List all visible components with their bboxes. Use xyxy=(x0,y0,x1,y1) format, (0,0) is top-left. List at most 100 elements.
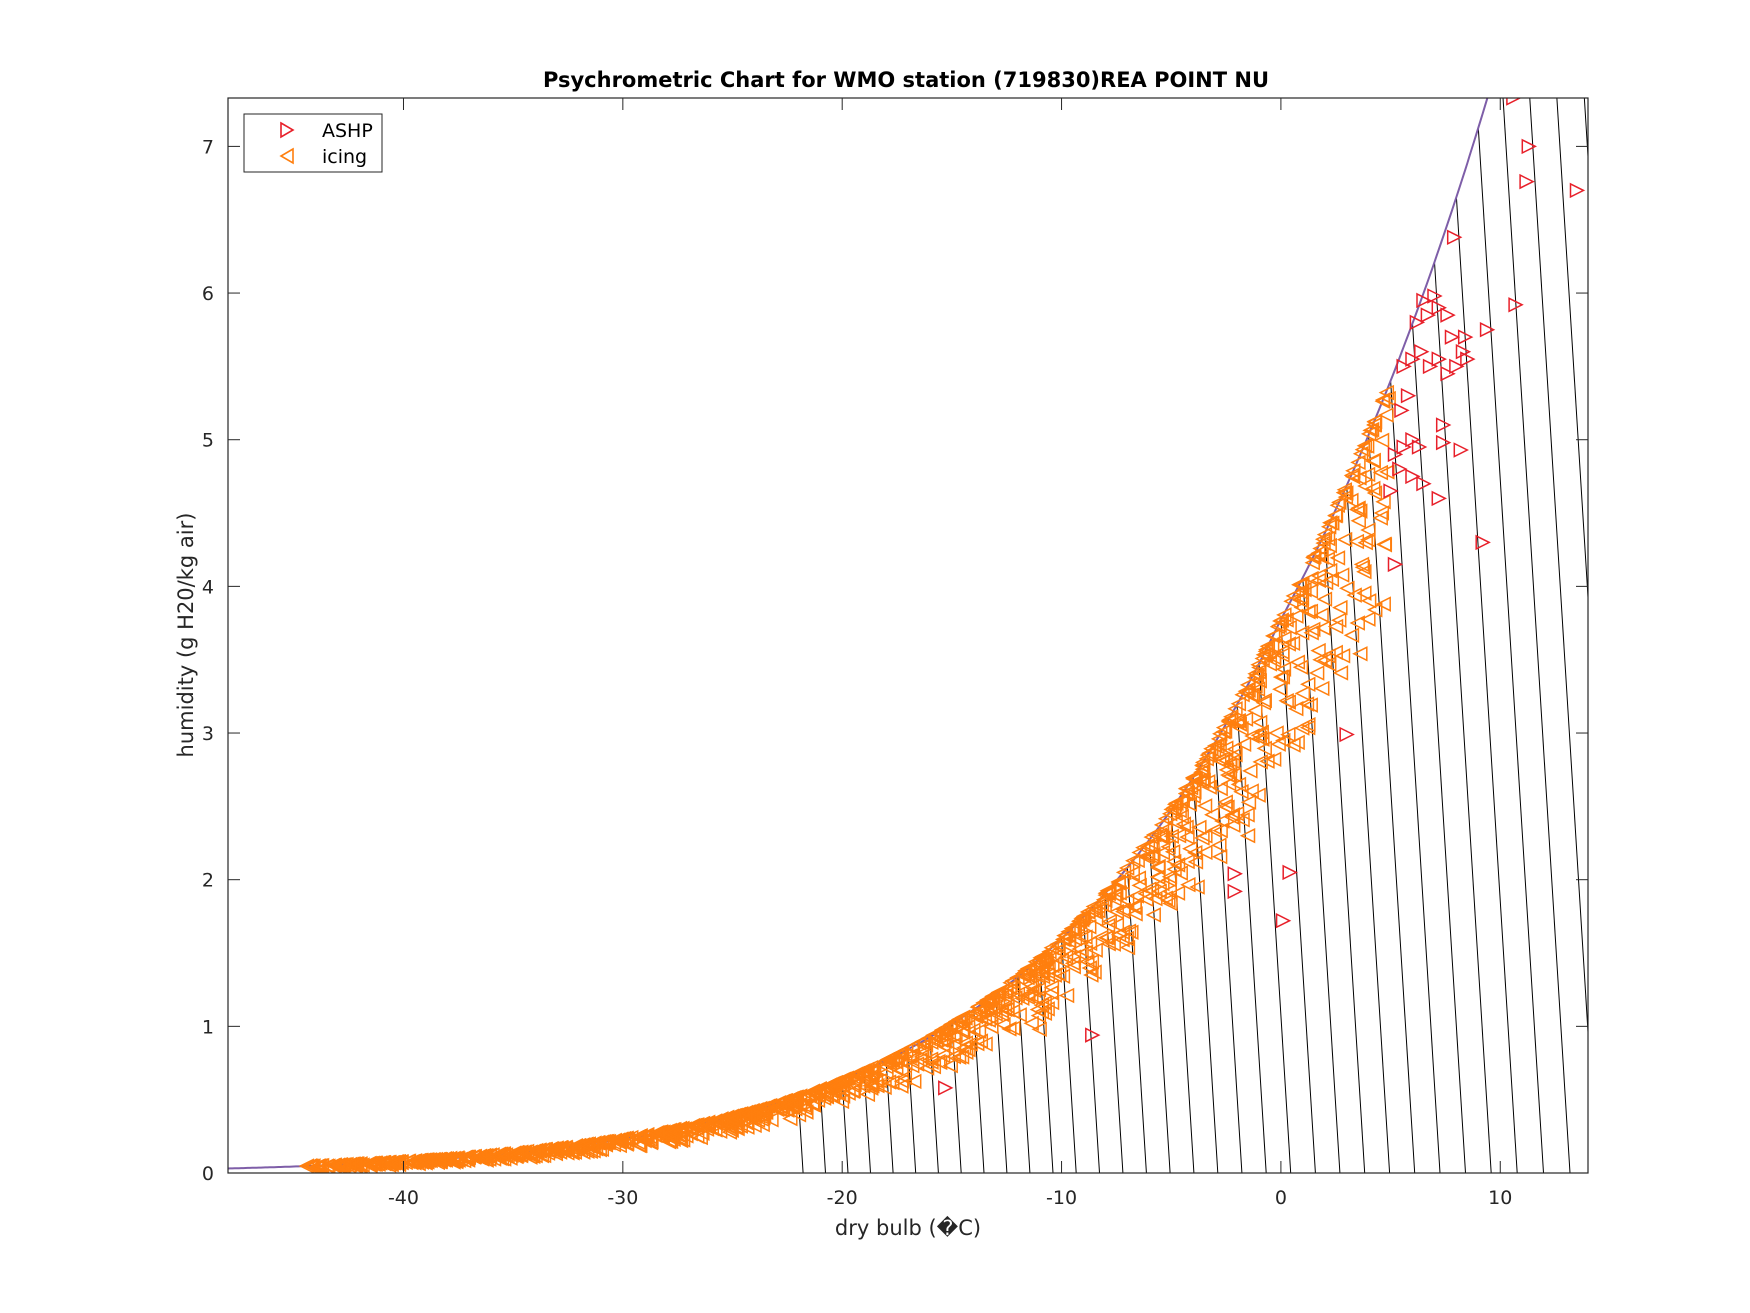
icing-point xyxy=(1350,454,1366,471)
icing-point xyxy=(1336,531,1353,548)
icing-point xyxy=(1126,898,1142,914)
icing-point xyxy=(1293,590,1310,606)
icing-point xyxy=(1284,635,1301,652)
y-tick-label: 7 xyxy=(202,136,214,158)
icing-point xyxy=(1305,621,1321,638)
icing-point xyxy=(1272,681,1288,697)
icing-point xyxy=(1366,485,1383,501)
ashp-point xyxy=(1431,351,1447,367)
icing-point xyxy=(1220,776,1237,792)
ashp-point xyxy=(1460,351,1476,367)
icing-point xyxy=(751,1101,767,1118)
icing-point xyxy=(1259,638,1276,655)
ashp-point xyxy=(1569,182,1586,199)
icing-point xyxy=(1187,771,1203,787)
icing-point xyxy=(805,1097,822,1113)
icing-point xyxy=(1081,935,1098,952)
icing-point xyxy=(1354,559,1371,575)
icing-point xyxy=(1168,795,1184,811)
icing-point xyxy=(1197,828,1213,844)
icing-point xyxy=(1179,853,1195,870)
icing-point xyxy=(1302,697,1318,713)
icing-point xyxy=(1157,890,1173,906)
icing-point xyxy=(1313,607,1329,623)
icing-point xyxy=(1206,822,1223,839)
icing-point xyxy=(1365,453,1381,470)
plot-frame xyxy=(227,97,1589,1174)
icing-point xyxy=(959,1019,976,1035)
icing-point xyxy=(1273,612,1289,628)
icing-point xyxy=(1315,620,1331,636)
icing-point xyxy=(822,1077,838,1093)
enthalpy-line xyxy=(1214,742,1243,1173)
icing-point xyxy=(901,1048,917,1064)
icing-point xyxy=(1030,981,1047,998)
icing-point xyxy=(1153,828,1169,845)
ashp-point xyxy=(1416,292,1432,309)
icing-point xyxy=(1191,819,1207,836)
ashp-point xyxy=(1440,307,1456,323)
icing-point xyxy=(1169,885,1186,901)
icing-point xyxy=(953,1049,970,1065)
enthalpy-line xyxy=(1390,380,1441,1173)
icing-point xyxy=(1288,608,1304,624)
icing-point xyxy=(1304,554,1320,571)
icing-point xyxy=(1053,952,1069,969)
ashp-point xyxy=(1339,726,1355,743)
x-tick-label: 0 xyxy=(1275,1187,1287,1209)
y-tick-label: 0 xyxy=(202,1163,214,1185)
icing-point xyxy=(1237,711,1254,727)
icing-point xyxy=(1031,1021,1047,1038)
icing-point xyxy=(703,1120,720,1137)
icing-point xyxy=(1106,887,1123,903)
icing-point xyxy=(411,1152,427,1169)
icing-point xyxy=(957,1035,974,1051)
icing-point xyxy=(1310,642,1326,659)
enthalpy-line xyxy=(1502,98,1571,1173)
icing-point xyxy=(1250,664,1267,680)
icing-point xyxy=(459,1149,475,1165)
icing-point xyxy=(958,1044,974,1061)
ashp-point xyxy=(1383,483,1399,499)
enthalpy-line xyxy=(929,1037,939,1173)
icing-point xyxy=(696,1116,712,1133)
icing-point xyxy=(1031,953,1047,969)
icing-point xyxy=(1129,852,1145,869)
icing-point xyxy=(341,1158,357,1173)
icing-point xyxy=(1289,654,1306,670)
icing-point xyxy=(1265,652,1282,669)
icing-point xyxy=(1278,692,1294,709)
icing-point xyxy=(1135,839,1151,856)
icing-point xyxy=(933,1026,950,1042)
icing-point xyxy=(1025,982,1042,999)
icing-point xyxy=(1118,930,1134,947)
ashp-point xyxy=(1449,358,1465,375)
icing-point xyxy=(441,1150,458,1167)
enthalpy-line xyxy=(1126,867,1147,1173)
icing-point xyxy=(1185,771,1201,787)
icing-point xyxy=(1077,929,1093,945)
icing-point xyxy=(1240,794,1257,810)
enthalpy-line xyxy=(1434,262,1492,1173)
icing-point xyxy=(1131,877,1147,894)
ashp-point xyxy=(1275,912,1292,929)
legend: ASHP icing xyxy=(243,113,383,173)
icing-point xyxy=(449,1150,466,1167)
icing-point xyxy=(365,1156,381,1172)
icing-point xyxy=(893,1062,909,1079)
y-tick-label: 4 xyxy=(202,576,214,598)
icing-point xyxy=(1335,484,1352,501)
icing-point xyxy=(1255,647,1272,663)
icing-point xyxy=(1283,593,1299,610)
icing-point xyxy=(1028,957,1044,973)
ashp-series xyxy=(938,98,1586,1096)
icing-point xyxy=(1285,737,1301,753)
icing-point xyxy=(509,1147,525,1163)
icing-point xyxy=(1251,714,1268,731)
icing-point xyxy=(1231,716,1247,732)
icing-point xyxy=(1303,625,1319,641)
ashp-point xyxy=(1455,343,1472,360)
icing-point xyxy=(752,1106,768,1122)
enthalpy-line xyxy=(1324,532,1366,1173)
